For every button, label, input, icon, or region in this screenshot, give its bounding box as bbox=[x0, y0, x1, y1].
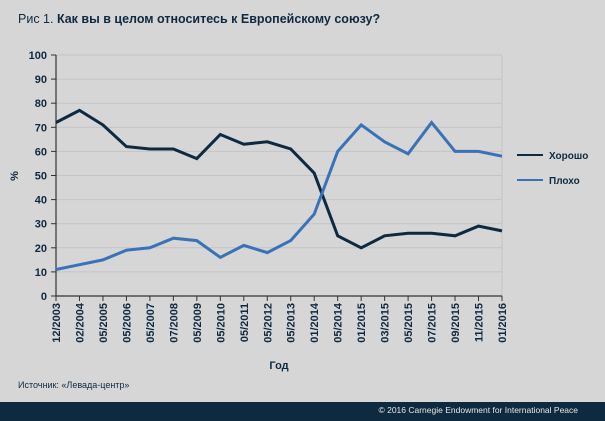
y-tick-label: 50 bbox=[35, 171, 47, 183]
series-line-good bbox=[55, 108, 503, 250]
footer-bar: © 2016 Carnegie Endowment for Internatio… bbox=[0, 402, 605, 421]
y-tick-label: 30 bbox=[35, 219, 47, 231]
x-tick-label: 05/2005 bbox=[98, 303, 110, 343]
series-line-bad bbox=[55, 120, 503, 271]
y-tick-label: 20 bbox=[35, 243, 47, 255]
x-tick-label: 05/2011 bbox=[239, 303, 251, 342]
x-tick-label: 02/2004 bbox=[74, 302, 86, 343]
x-tick-label: 12/2003 bbox=[51, 303, 63, 343]
x-tick-label: 07/2008 bbox=[168, 303, 180, 343]
x-tick-label: 11/2015 bbox=[474, 303, 486, 342]
x-tick-label: 03/2015 bbox=[380, 303, 392, 343]
legend: Хорошо Плохо bbox=[517, 151, 588, 187]
x-axis-title: Год bbox=[269, 360, 288, 372]
series-lines bbox=[55, 108, 503, 271]
x-tick-label: 01/2016 bbox=[497, 303, 509, 343]
x-tick-label: 05/2009 bbox=[192, 303, 204, 343]
source-note: Источник: «Левада-центр» bbox=[18, 380, 130, 390]
x-tick-label: 05/2007 bbox=[145, 303, 157, 343]
x-tick-label: 05/2013 bbox=[286, 303, 298, 343]
x-tick-label: 05/2010 bbox=[215, 303, 227, 343]
y-tick-label: 100 bbox=[29, 50, 47, 62]
x-axis-ticks: 12/2003 02/2004 05/2005 05/2006 05/2007 07/20… bbox=[51, 296, 509, 343]
y-tick-label: 70 bbox=[35, 122, 47, 134]
y-tick-label: 10 bbox=[35, 267, 47, 279]
legend-label: Плохо bbox=[549, 176, 580, 187]
x-tick-label: 05/2006 bbox=[121, 303, 133, 343]
x-tick-label: 05/2015 bbox=[403, 303, 415, 343]
x-tick-label: 01/2014 bbox=[309, 302, 321, 343]
chart-title: Рис 1. Как вы в целом относитесь к Европ… bbox=[18, 12, 380, 26]
x-tick-label: 05/2014 bbox=[333, 302, 345, 343]
y-axis-title: % bbox=[9, 171, 21, 181]
x-tick-label: 09/2015 bbox=[450, 303, 462, 343]
y-axis-ticks: 0 10 20 30 40 50 60 70 80 90 100 bbox=[29, 50, 56, 303]
figure-question: Как вы в целом относитесь к Европейскому… bbox=[56, 12, 381, 26]
x-tick-label: 07/2015 bbox=[427, 303, 439, 343]
line-chart: 0 10 20 30 40 50 60 70 80 90 100 12/2003 02/2004 05/… bbox=[9, 50, 588, 372]
y-tick-label: 40 bbox=[35, 195, 47, 207]
x-tick-label: 05/2012 bbox=[262, 303, 274, 343]
y-tick-label: 80 bbox=[35, 98, 47, 110]
x-tick-label: 01/2015 bbox=[356, 303, 368, 343]
figure-number: Рис 1. bbox=[18, 12, 54, 26]
y-tick-label: 60 bbox=[35, 146, 47, 158]
y-tick-label: 90 bbox=[35, 74, 47, 86]
legend-label: Хорошо bbox=[549, 151, 588, 162]
y-tick-label: 0 bbox=[41, 291, 47, 303]
grid-lines bbox=[56, 54, 503, 296]
copyright: © 2016 Carnegie Endowment for Internatio… bbox=[378, 405, 578, 415]
